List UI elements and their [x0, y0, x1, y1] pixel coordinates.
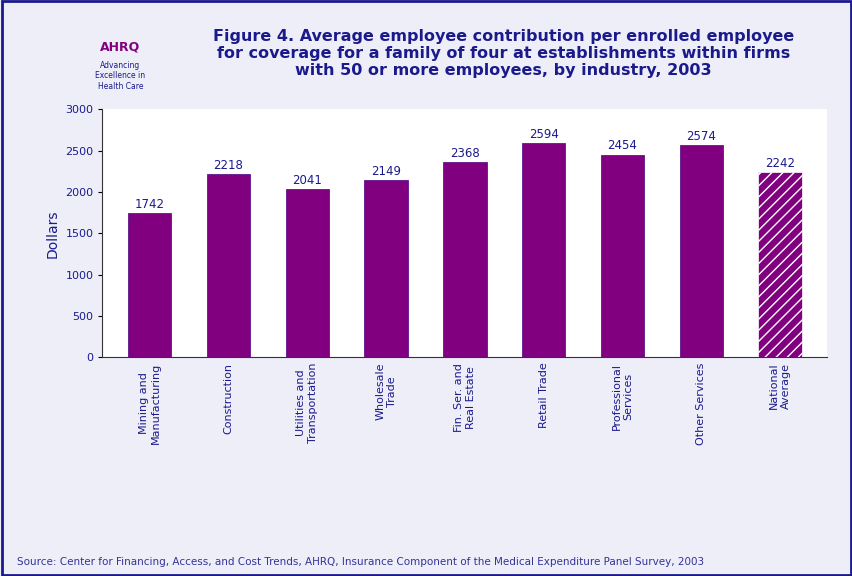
Text: Figure 4. Average employee contribution per enrolled employee
for coverage for a: Figure 4. Average employee contribution … — [212, 29, 793, 78]
Text: 1742: 1742 — [135, 198, 164, 211]
Text: 2149: 2149 — [371, 165, 400, 177]
Bar — [364, 180, 407, 357]
Text: 2368: 2368 — [450, 146, 479, 160]
Text: Source: Center for Financing, Access, and Cost Trends, AHRQ, Insurance Component: Source: Center for Financing, Access, an… — [17, 558, 704, 567]
Text: 2454: 2454 — [607, 139, 636, 153]
Bar — [757, 172, 801, 357]
Text: 2218: 2218 — [213, 159, 243, 172]
Bar — [285, 188, 329, 357]
Bar — [679, 145, 722, 357]
Bar — [443, 162, 486, 357]
Bar — [600, 154, 643, 357]
Text: 2242: 2242 — [764, 157, 794, 170]
Text: 2594: 2594 — [528, 128, 558, 141]
Text: 2041: 2041 — [292, 173, 322, 187]
Bar — [521, 143, 565, 357]
Text: AHRQ: AHRQ — [100, 41, 141, 54]
Bar — [128, 213, 171, 357]
Text: Advancing
Excellence in
Health Care: Advancing Excellence in Health Care — [95, 61, 145, 91]
Bar — [206, 174, 250, 357]
Text: 2574: 2574 — [686, 130, 716, 142]
Y-axis label: Dollars: Dollars — [46, 209, 60, 257]
